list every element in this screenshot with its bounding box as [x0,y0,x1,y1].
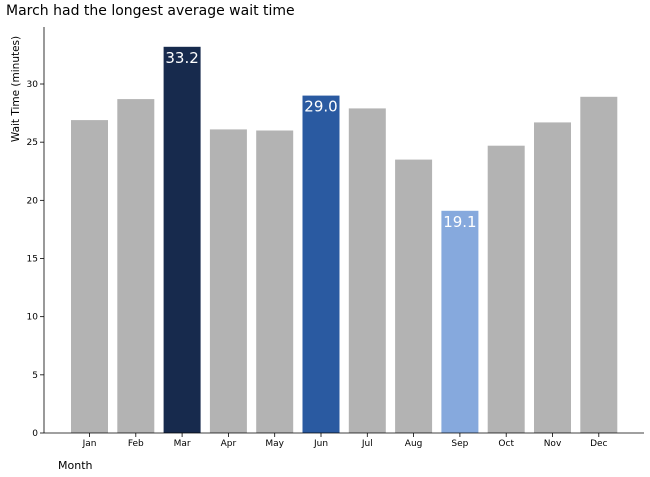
y-tick-label-30: 30 [27,80,39,90]
bar-dec [580,96,618,434]
x-tick-label-sep: Sep [451,439,468,449]
x-tick-label-jun: Jun [313,439,328,449]
x-tick-label-apr: Apr [221,439,237,449]
y-tick-label-15: 15 [27,255,38,265]
chart-title: March had the longest average wait time [6,3,295,19]
y-tick-label-25: 25 [27,138,38,148]
bar-mar [163,46,201,434]
bars-group [71,46,618,434]
bar-apr [209,129,247,433]
bar-aug [395,159,433,433]
x-tick-label-may: May [265,439,284,449]
bar-may [256,130,294,433]
bar-oct [487,145,525,433]
x-tick-label-aug: Aug [405,439,423,449]
bar-jan [71,120,108,433]
bar-nov [534,122,571,434]
data-labels-group: 33.2 29.0 19.1 [165,49,476,231]
bar-sep [441,210,479,433]
x-tick-label-nov: Nov [544,439,562,449]
y-axis-label: Wait Time (minutes) [10,36,22,142]
x-tick-label-mar: Mar [174,439,191,449]
y-tick-label-5: 5 [32,371,38,381]
x-tick-label-jan: Jan [82,439,97,449]
y-tick-label-20: 20 [27,196,39,206]
x-tick-label-dec: Dec [590,439,607,449]
data-label-mar: 33.2 [165,49,198,67]
x-tick-label-jul: Jul [361,439,373,449]
x-tick-label-oct: Oct [498,439,514,449]
axes-group: Jan Feb Mar Apr May Jun Jul Aug Sep Oct Nov Dec 0 5 10… [27,27,644,449]
y-tick-label-10: 10 [27,313,39,323]
data-label-sep: 19.1 [443,213,476,231]
bar-jun [302,95,340,433]
bar-jul [348,108,386,434]
x-axis-label: Month [58,459,93,472]
bar-feb [117,99,155,433]
x-tick-label-feb: Feb [128,439,144,449]
y-tick-label-0: 0 [32,429,38,439]
data-label-jun: 29.0 [304,98,337,116]
